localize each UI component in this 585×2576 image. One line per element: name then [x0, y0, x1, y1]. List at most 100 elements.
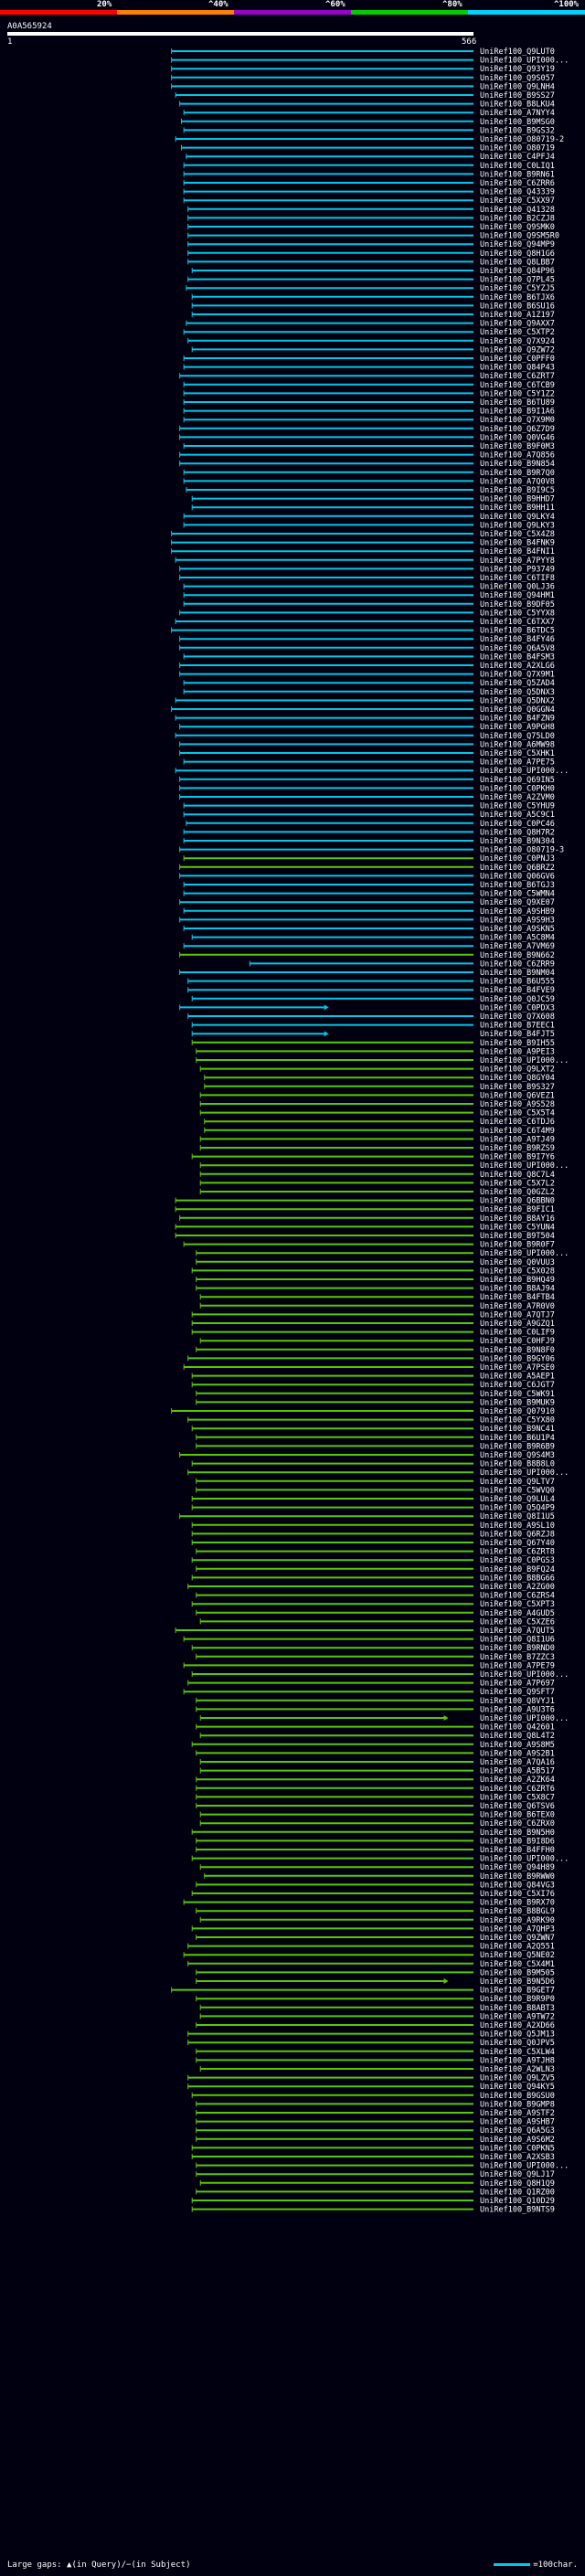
hit-label[interactable]: UniRef100_A2WLN3	[480, 2065, 555, 2074]
hit-label[interactable]: UniRef100_B4FTB4	[480, 1293, 555, 1302]
hit-label[interactable]: UniRef100_Q5DNX3	[480, 688, 555, 697]
hit-label[interactable]: UniRef100_B7ZZC3	[480, 1653, 555, 1662]
hit-label[interactable]: UniRef100_B9T504	[480, 1232, 555, 1241]
hit-label[interactable]: UniRef100_B9N304	[480, 837, 555, 846]
hit-label[interactable]: UniRef100_A9S2B1	[480, 1749, 555, 1758]
hit-label[interactable]: UniRef100_B9GSU0	[480, 2092, 555, 2101]
hit-label[interactable]: UniRef100_A9S8M5	[480, 1741, 555, 1750]
hit-label[interactable]: UniRef100_Q6RZJ8	[480, 1530, 555, 1539]
hit-label[interactable]: UniRef100_B9RX70	[480, 1899, 555, 1908]
hit-label[interactable]: UniRef100_Q9AXX7	[480, 320, 555, 329]
hit-label[interactable]: UniRef100_C5YUN4	[480, 1223, 555, 1232]
hit-label[interactable]: UniRef100_UPI000...	[480, 1468, 569, 1478]
hit-label[interactable]: UniRef100_B9F0M3	[480, 442, 555, 451]
hit-label[interactable]: UniRef100_B6TU89	[480, 398, 555, 408]
hit-label[interactable]: UniRef100_A9SHB7	[480, 2118, 555, 2127]
hit-label[interactable]: UniRef100_B9NTS9	[480, 2206, 555, 2215]
hit-label[interactable]: UniRef100_A9SL10	[480, 1521, 555, 1531]
hit-label[interactable]: UniRef100_A5C9C1	[480, 811, 555, 820]
hit-label[interactable]: UniRef100_Q6VEZ1	[480, 1091, 555, 1100]
hit-label[interactable]: UniRef100_Q9ZWN7	[480, 1934, 555, 1943]
hit-label[interactable]: UniRef100_A2ZVM0	[480, 793, 555, 802]
hit-label[interactable]: UniRef100_UPI000...	[480, 1056, 569, 1065]
hit-label[interactable]: UniRef100_B9N5D6	[480, 1977, 555, 1987]
hit-label[interactable]: UniRef100_Q94HM1	[480, 591, 555, 600]
hit-label[interactable]: UniRef100_Q84P96	[480, 267, 555, 276]
hit-label[interactable]: UniRef100_A7VM69	[480, 942, 555, 951]
hit-label[interactable]: UniRef100_B8AY16	[480, 1214, 555, 1224]
hit-label[interactable]: UniRef100_Q42601	[480, 1723, 555, 1733]
hit-label[interactable]: UniRef100_Q9LJ17	[480, 2170, 555, 2179]
hit-label[interactable]: UniRef100_A7Q0V8	[480, 477, 555, 486]
hit-label[interactable]: UniRef100_C5XLW4	[480, 2048, 555, 2057]
hit-label[interactable]: UniRef100_B8BGL9	[480, 1907, 555, 1916]
hit-label[interactable]: UniRef100_B9RND0	[480, 1644, 555, 1653]
hit-label[interactable]: UniRef100_Q5JM13	[480, 2030, 555, 2040]
hit-label[interactable]: UniRef100_A9PEI3	[480, 1047, 555, 1056]
hit-label[interactable]: UniRef100_B9N8F0	[480, 1346, 555, 1355]
hit-label[interactable]: UniRef100_C5Y1Z2	[480, 389, 555, 398]
hit-label[interactable]: UniRef100_Q0LJ36	[480, 583, 555, 592]
hit-label[interactable]: UniRef100_C6TDJ6	[480, 1118, 555, 1127]
hit-label[interactable]: UniRef100_B4FY46	[480, 635, 555, 644]
hit-label[interactable]: UniRef100_UPI000...	[480, 2162, 569, 2171]
hit-label[interactable]: UniRef100_A5C8M4	[480, 934, 555, 943]
hit-label[interactable]: UniRef100_A5B517	[480, 1767, 555, 1776]
hit-label[interactable]: UniRef100_Q6Z7D9	[480, 425, 555, 434]
hit-label[interactable]: UniRef100_Q8H1G6	[480, 249, 555, 259]
hit-label[interactable]: UniRef100_Q0VUU3	[480, 1258, 555, 1267]
hit-label[interactable]: UniRef100_B9GY06	[480, 1354, 555, 1363]
hit-label[interactable]: UniRef100_Q94MP9	[480, 240, 555, 249]
hit-label[interactable]: UniRef100_UPI000...	[480, 1855, 569, 1864]
hit-label[interactable]: UniRef100_B9HQ49	[480, 1276, 555, 1285]
hit-label[interactable]: UniRef100_Q94H89	[480, 1863, 555, 1872]
hit-label[interactable]: UniRef100_B9IH55	[480, 1039, 555, 1048]
hit-label[interactable]: UniRef100_B9NC41	[480, 1425, 555, 1434]
hit-label[interactable]: UniRef100_B9I1A6	[480, 408, 555, 417]
hit-label[interactable]: UniRef100_B9MSG0	[480, 118, 555, 127]
hit-label[interactable]: UniRef100_A7QTJ7	[480, 1310, 555, 1320]
hit-label[interactable]: UniRef100_Q8LBB7	[480, 258, 555, 267]
hit-label[interactable]: UniRef100_C5XX97	[480, 196, 555, 206]
hit-label[interactable]: UniRef100_Q0VG46	[480, 433, 555, 442]
hit-label[interactable]: UniRef100_C6ZRT6	[480, 1785, 555, 1794]
hit-label[interactable]: UniRef100_Q8I1U5	[480, 1512, 555, 1521]
hit-label[interactable]: UniRef100_B9SS27	[480, 91, 555, 101]
hit-label[interactable]: UniRef100_Q9S4M3	[480, 1451, 555, 1460]
hit-label[interactable]: UniRef100_A2ZK64	[480, 1776, 555, 1785]
hit-label[interactable]: UniRef100_Q9ZW72	[480, 345, 555, 355]
hit-label[interactable]: UniRef100_UPI000...	[480, 1161, 569, 1171]
hit-label[interactable]: UniRef100_Q9LKY3	[480, 521, 555, 530]
hit-label[interactable]: UniRef100_Q6A5V8	[480, 644, 555, 653]
hit-label[interactable]: UniRef100_C0LIQ1	[480, 162, 555, 171]
hit-label[interactable]: UniRef100_C6T4M9	[480, 1127, 555, 1136]
hit-label[interactable]: UniRef100_A2ZG00	[480, 1583, 555, 1592]
hit-label[interactable]: UniRef100_B6SU16	[480, 302, 555, 311]
hit-label[interactable]: UniRef100_Q8GY04	[480, 1074, 555, 1083]
hit-label[interactable]: UniRef100_A9PGH8	[480, 723, 555, 732]
hit-label[interactable]: UniRef100_Q43339	[480, 188, 555, 197]
hit-label[interactable]: UniRef100_B9DF05	[480, 600, 555, 610]
hit-label[interactable]: UniRef100_B9R6B9	[480, 1442, 555, 1451]
hit-label[interactable]: UniRef100_Q5DNX2	[480, 696, 555, 705]
hit-label[interactable]: UniRef100_C6ZRR6	[480, 179, 555, 188]
hit-label[interactable]: UniRef100_B4FVE9	[480, 986, 555, 995]
hit-label[interactable]: UniRef100_C5YX80	[480, 1416, 555, 1426]
hit-label[interactable]: UniRef100_A9S528	[480, 1100, 555, 1109]
hit-label[interactable]: UniRef100_B9HH11	[480, 504, 555, 513]
hit-label[interactable]: UniRef100_Q6BBN0	[480, 1197, 555, 1206]
hit-label[interactable]: UniRef100_C6TIF8	[480, 574, 555, 583]
hit-label[interactable]: UniRef100_B9N662	[480, 951, 555, 960]
hit-label[interactable]: UniRef100_Q84VG3	[480, 1881, 555, 1890]
hit-label[interactable]: UniRef100_B8B8L0	[480, 1460, 555, 1469]
hit-label[interactable]: UniRef100_B9NM04	[480, 969, 555, 978]
hit-label[interactable]: UniRef100_A7P697	[480, 1680, 555, 1689]
hit-label[interactable]: UniRef100_Q93Y19	[480, 65, 555, 74]
hit-label[interactable]: UniRef100_C5XTP2	[480, 328, 555, 337]
hit-label[interactable]: UniRef100_A9TJH8	[480, 2056, 555, 2065]
hit-label[interactable]: UniRef100_B9HHD7	[480, 495, 555, 504]
hit-label[interactable]: UniRef100_A7QUT5	[480, 1627, 555, 1636]
hit-label[interactable]: UniRef100_C0PGS3	[480, 1556, 555, 1565]
hit-label[interactable]: UniRef100_B9I7Y6	[480, 1153, 555, 1162]
hit-label[interactable]: UniRef100_C6JGT7	[480, 1381, 555, 1390]
